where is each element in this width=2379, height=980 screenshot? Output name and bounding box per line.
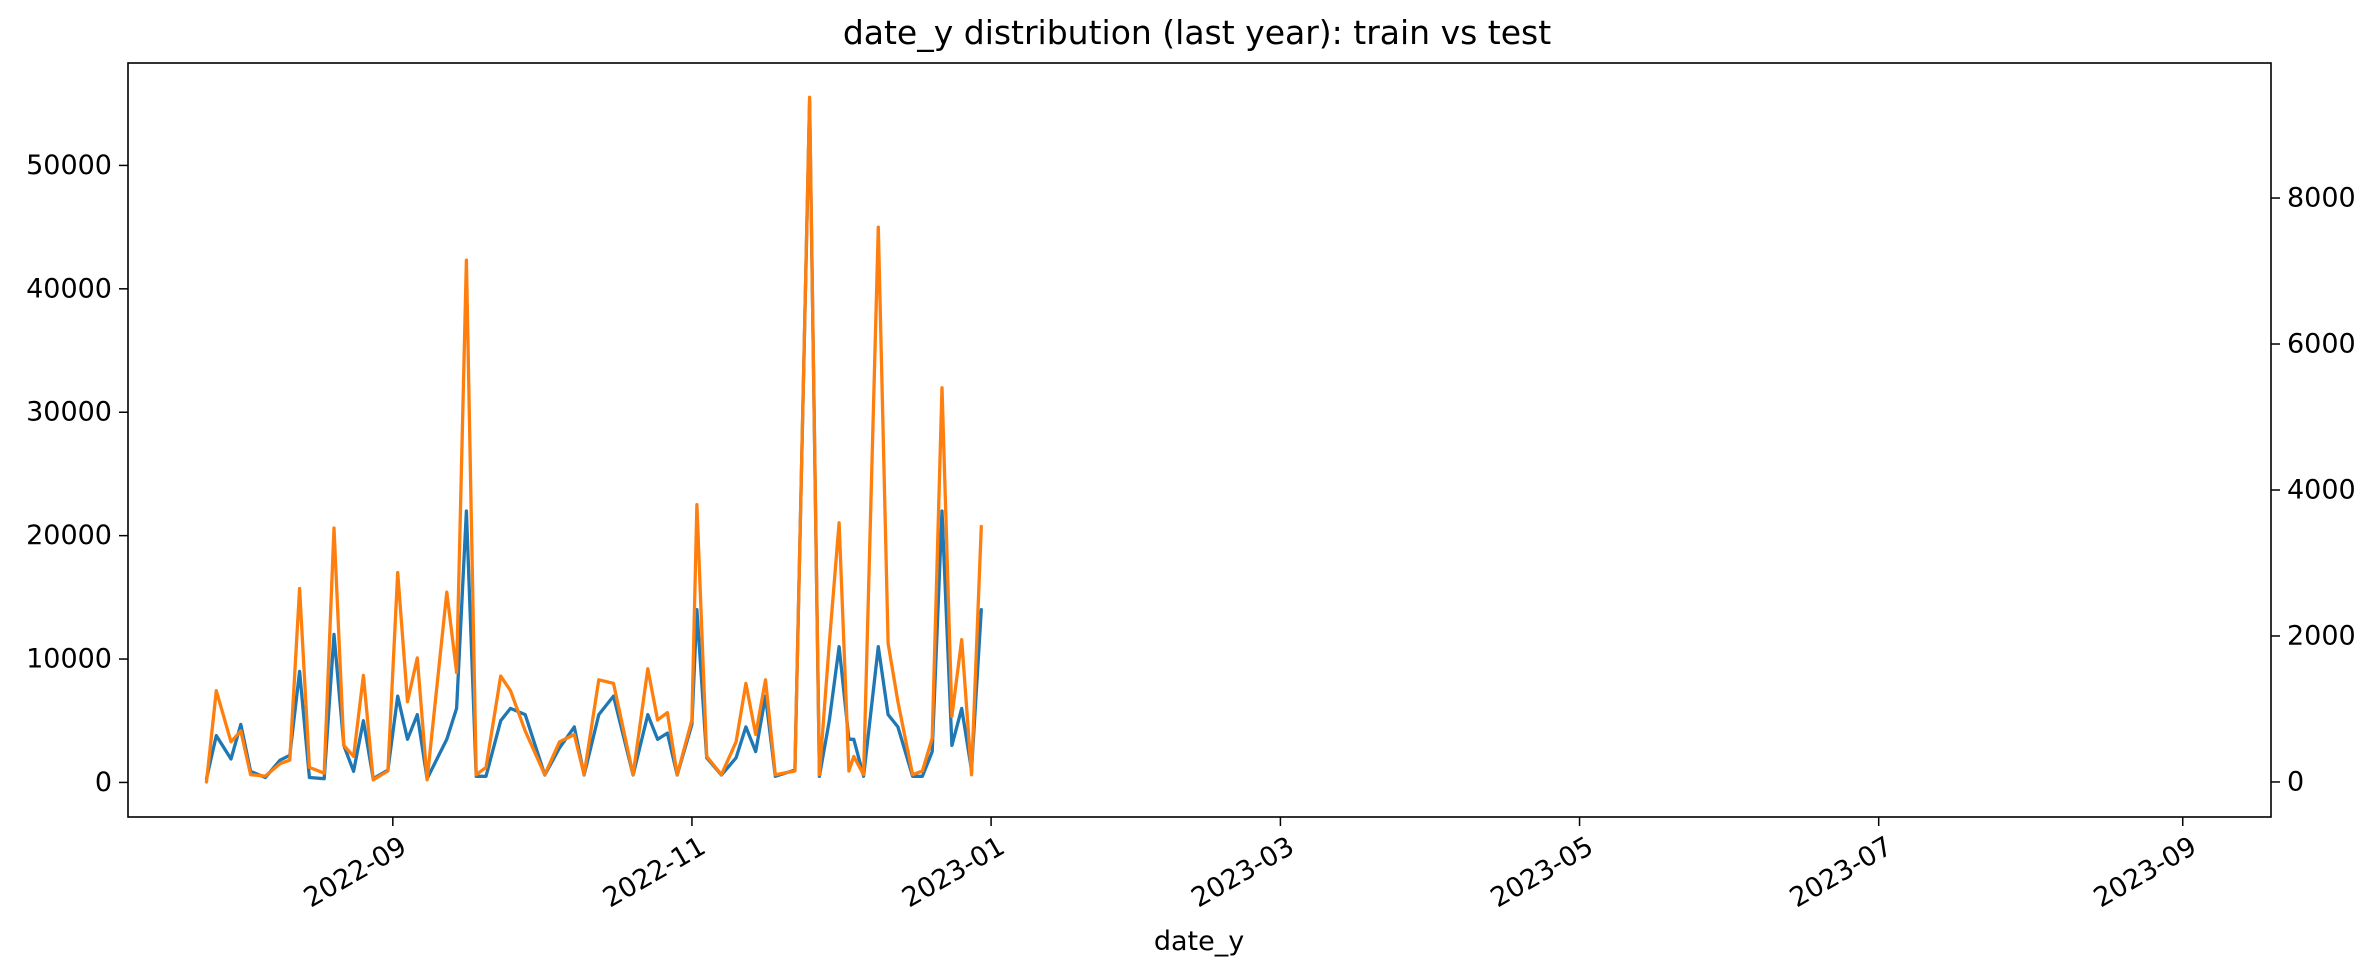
y-left-tick-label: 40000 (26, 273, 112, 304)
y-left-tick-label: 50000 (26, 150, 112, 181)
y-right-tick-label: 4000 (2287, 474, 2356, 505)
y-axis-left: 0 10000 20000 30000 40000 50000 (26, 150, 128, 798)
y-right-tick-label: 2000 (2287, 620, 2356, 651)
y-right-tick-label: 6000 (2287, 329, 2356, 360)
x-axis-label: date_y (1154, 926, 1244, 957)
y-right-tick-label: 8000 (2287, 183, 2356, 214)
y-left-tick-label: 10000 (26, 644, 112, 675)
y-right-tick-label: 0 (2287, 766, 2304, 797)
plot-area (204, 95, 983, 784)
y-left-tick-label: 20000 (26, 520, 112, 551)
y-left-tick-label: 0 (95, 767, 112, 798)
chart-title: date_y distribution (last year): train v… (843, 13, 1551, 52)
y-left-tick-label: 30000 (26, 397, 112, 428)
y-axis-right: 0 2000 4000 6000 8000 (2271, 183, 2356, 797)
axes-frame (127, 62, 2272, 818)
series-line-2 (204, 95, 983, 784)
